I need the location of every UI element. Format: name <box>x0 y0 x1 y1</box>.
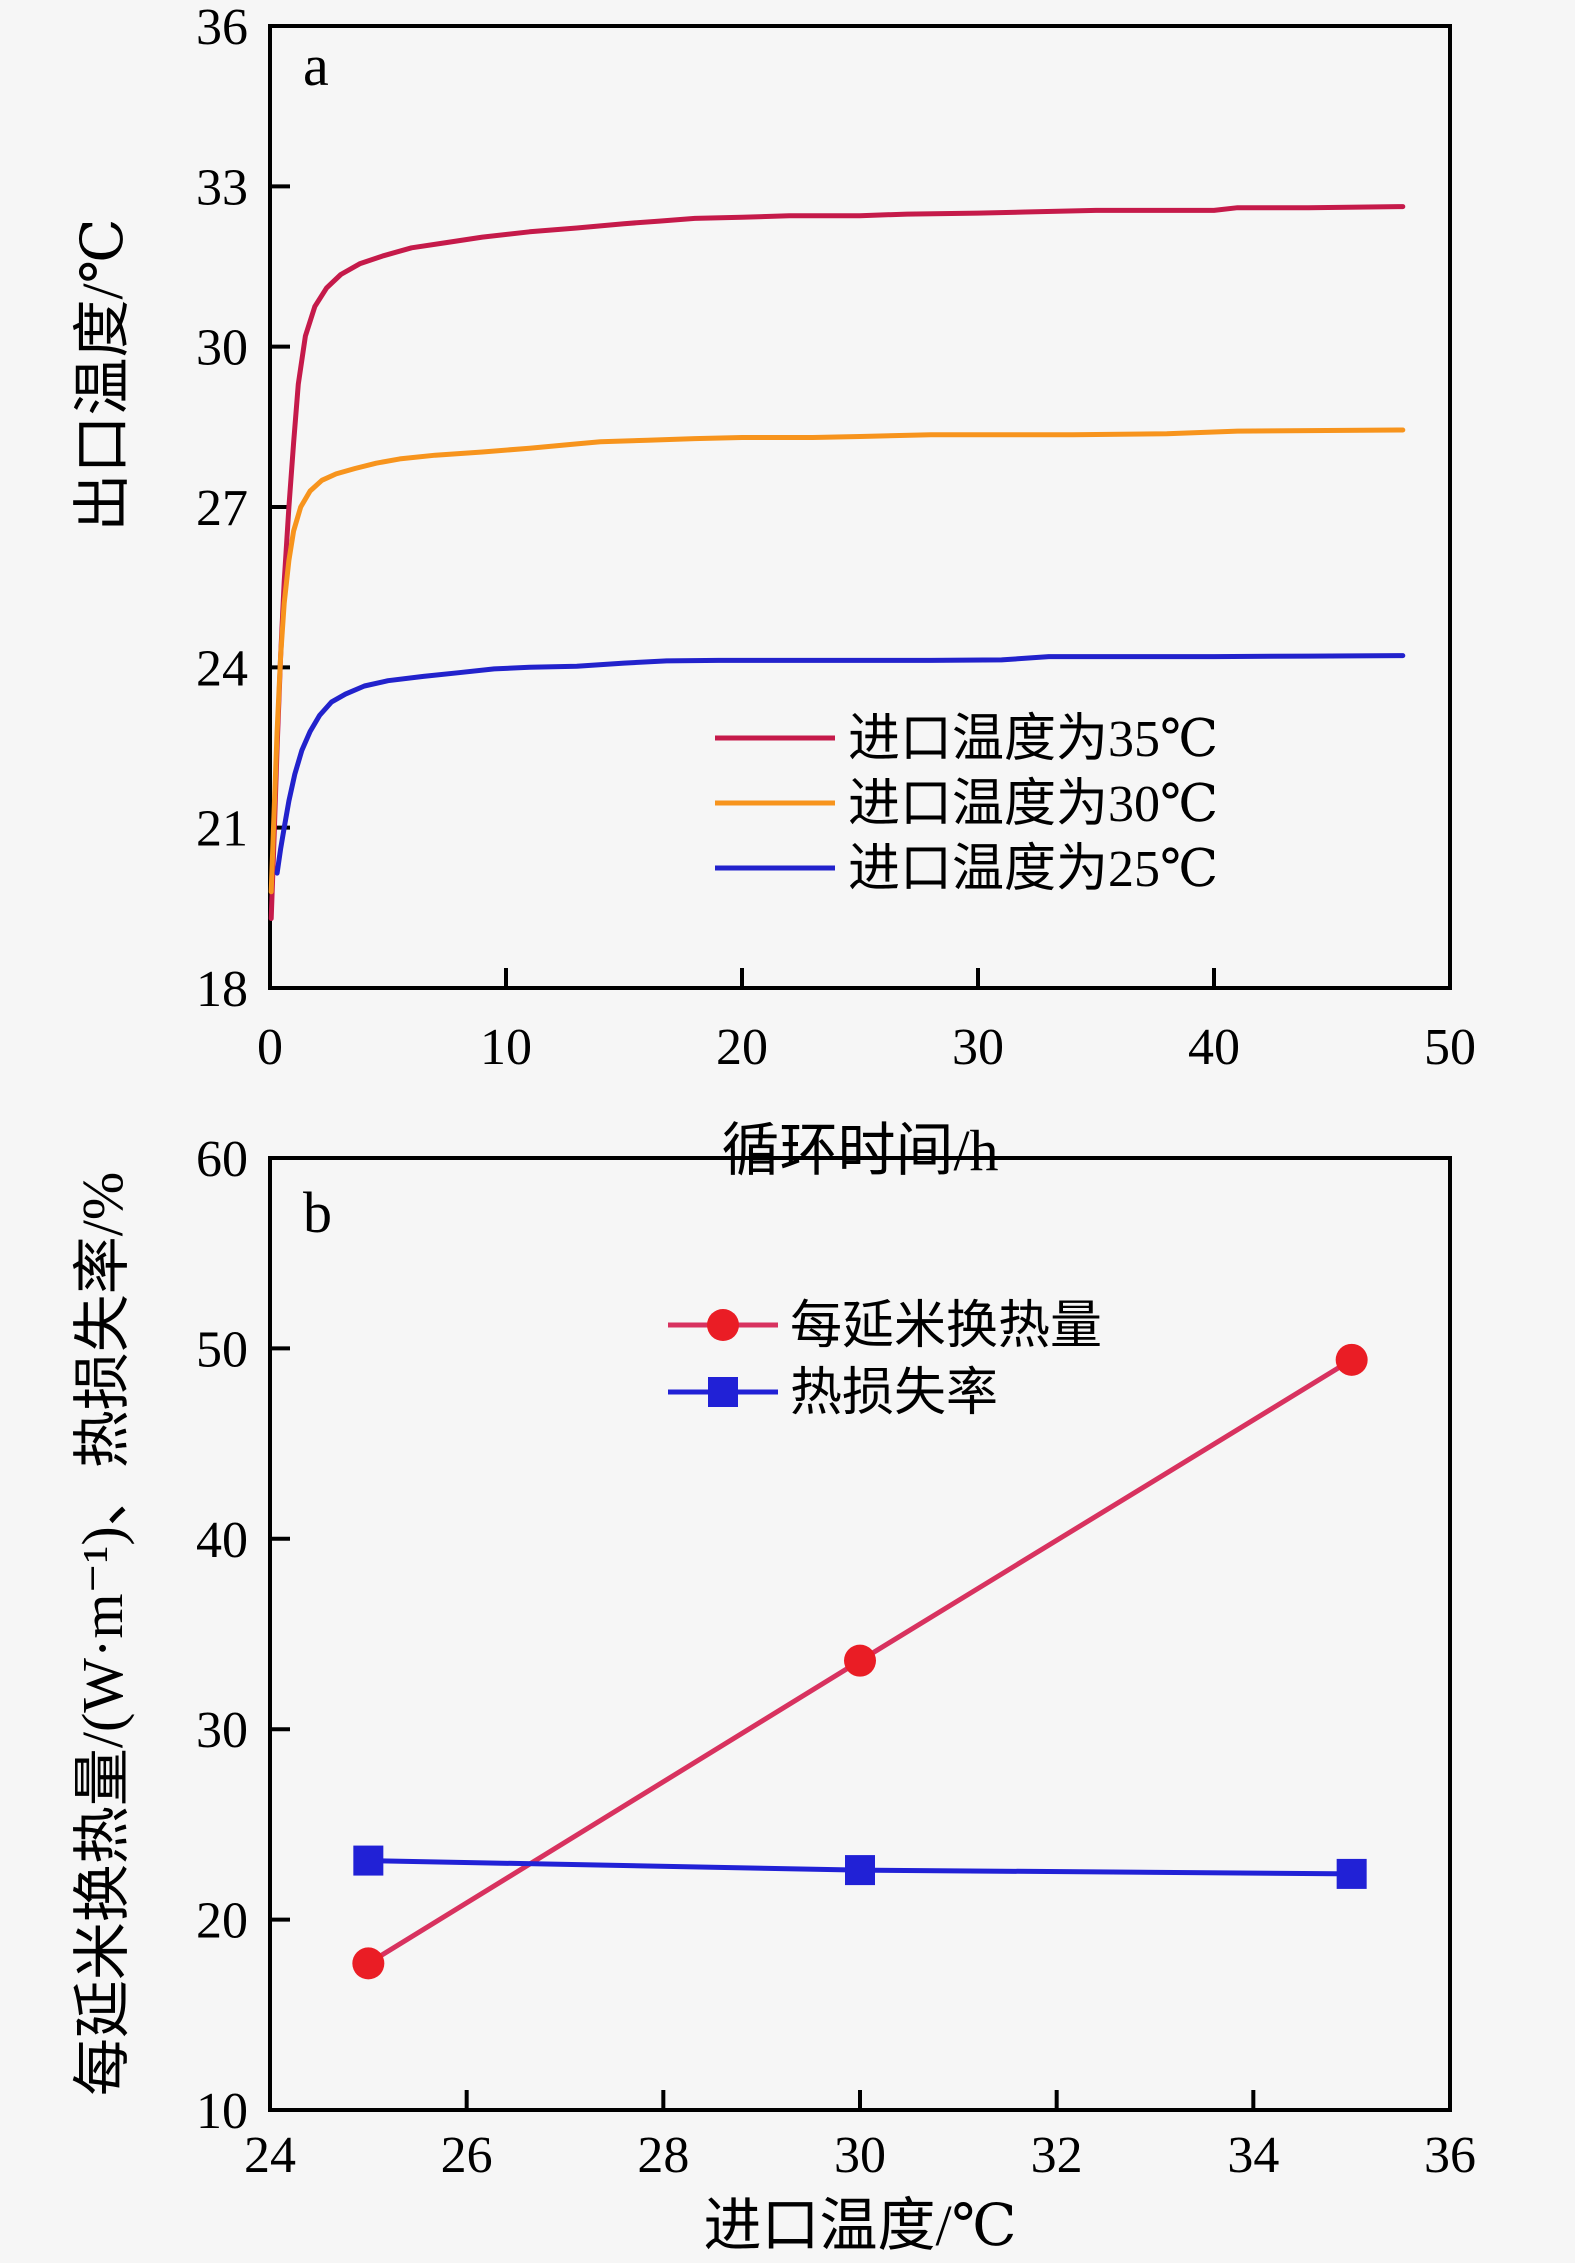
x-tick-label: 32 <box>1031 2127 1083 2184</box>
y-tick-label: 20 <box>196 1893 248 1950</box>
data-point-square <box>845 1855 875 1886</box>
x-tick-label: 30 <box>952 1019 1004 1076</box>
legend-label: 进口温度为30℃ <box>848 776 1218 833</box>
x-tick-label: 20 <box>716 1019 768 1076</box>
legend-label: 进口温度为35℃ <box>848 711 1218 768</box>
legend-label: 进口温度为25℃ <box>848 841 1218 898</box>
legend-square-marker <box>708 1377 738 1407</box>
x-tick-label: 24 <box>244 2127 296 2184</box>
x-tick-label: 40 <box>1188 1019 1240 1076</box>
chart-a-y-axis-title: 出口温度/℃ <box>70 219 135 532</box>
y-tick-label: 21 <box>196 801 248 858</box>
series-line <box>268 427 1406 895</box>
data-point-circle <box>1335 1343 1368 1376</box>
chart-a-x-axis-title: 循环时间/h <box>721 1118 998 1183</box>
y-tick-label: 24 <box>196 640 248 697</box>
chart-b-y-axis-title: 每延米换热量/(W·m⁻¹)、热损失率/% <box>70 1172 135 2096</box>
y-tick-label: 40 <box>196 1512 248 1569</box>
y-tick-label: 50 <box>196 1321 248 1378</box>
chart-a: 0 10 20 30 40 50 18 21 24 27 30 33 36 进口温度为35℃ 进口温度为30… <box>70 0 1476 1183</box>
chart-b-x-axis-title: 进口温度/℃ <box>704 2193 1017 2258</box>
x-tick-label: 0 <box>257 1019 283 1076</box>
data-point-square <box>353 1845 384 1876</box>
legend-label: 热损失率 <box>790 1365 998 1422</box>
y-tick-label: 33 <box>196 159 248 216</box>
series-line <box>274 653 1406 876</box>
x-tick-label: 10 <box>480 1019 532 1076</box>
chart-b-panel-label: b <box>303 1180 332 1245</box>
y-tick-label: 60 <box>196 1131 248 1188</box>
data-point-circle <box>844 1644 876 1677</box>
y-tick-label: 18 <box>196 961 248 1018</box>
legend-label: 每延米换热量 <box>790 1298 1102 1355</box>
data-point-circle <box>352 1947 385 1980</box>
y-tick-label: 30 <box>196 320 248 377</box>
x-tick-label: 50 <box>1424 1019 1476 1076</box>
x-tick-label: 26 <box>441 2127 493 2184</box>
data-point-square <box>1336 1858 1367 1889</box>
x-tick-label: 36 <box>1424 2127 1476 2184</box>
chart-a-panel-label: a <box>303 33 329 98</box>
y-tick-label: 30 <box>196 1702 248 1759</box>
chart-a-plot-layer: 0 10 20 30 40 50 18 21 24 27 30 33 36 进口温度为35℃ 进口温度为30… <box>196 0 1476 1076</box>
x-tick-label: 28 <box>637 2127 689 2184</box>
y-tick-label: 10 <box>196 2083 248 2140</box>
x-tick-label: 30 <box>834 2127 886 2184</box>
y-tick-label: 36 <box>196 0 248 56</box>
series-line <box>268 204 1406 921</box>
x-tick-label: 34 <box>1227 2127 1279 2184</box>
legend-circle-marker <box>707 1309 739 1341</box>
y-tick-label: 27 <box>196 480 248 537</box>
